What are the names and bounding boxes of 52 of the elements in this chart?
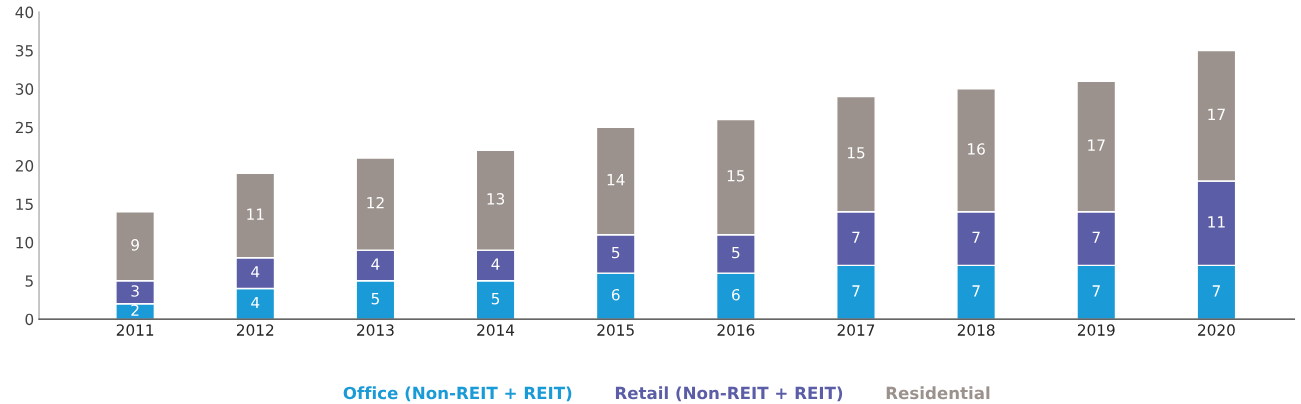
- y-tick-label: 15: [16, 198, 33, 211]
- data-label: 4: [251, 296, 260, 309]
- data-label: 4: [371, 258, 380, 270]
- data-label: 6: [611, 289, 620, 301]
- y-tick-label: 40: [15, 6, 34, 19]
- data-label: 3: [131, 285, 139, 297]
- data-label: 16: [968, 143, 985, 155]
- data-label: 7: [1212, 285, 1220, 297]
- text: Retail (Non-REIT + REIT): [615, 386, 843, 402]
- data-label: 7: [852, 231, 860, 243]
- x-tick-label: 2011: [116, 324, 154, 336]
- text: Office (Non-REIT + REIT): [343, 386, 572, 402]
- x-tick-label: 2016: [717, 324, 755, 336]
- y-tick-label: 25: [15, 121, 33, 134]
- x-tick-label: 2015: [597, 324, 634, 336]
- x-tick-label: 2019: [1077, 324, 1115, 336]
- data-label: 17: [1088, 139, 1105, 151]
- data-label: 11: [247, 208, 264, 220]
- y-tick-label: 10: [16, 236, 34, 249]
- data-label: 14: [607, 174, 625, 186]
- y-tick-label: 20: [15, 160, 34, 172]
- data-label: 12: [367, 196, 384, 209]
- x-tick-label: 2018: [957, 324, 995, 336]
- data-label: 5: [612, 246, 620, 259]
- x-tick-label: 2014: [477, 324, 515, 336]
- data-label: 17: [1208, 108, 1225, 120]
- data-label: 2: [131, 304, 139, 316]
- data-label: 7: [972, 285, 980, 297]
- data-label: 7: [1092, 285, 1100, 297]
- data-label: 5: [371, 293, 379, 305]
- y-tick-label: 0: [25, 313, 34, 326]
- data-label: 7: [1092, 231, 1100, 243]
- text: Residential: [886, 386, 990, 400]
- data-label: 9: [131, 239, 139, 251]
- data-label: 4: [251, 266, 260, 278]
- x-tick-label: 2020: [1198, 324, 1235, 336]
- data-label: 6: [732, 289, 740, 301]
- x-tick-label: 2013: [357, 324, 394, 336]
- data-label: 15: [727, 170, 745, 182]
- y-tick-label: 30: [15, 83, 34, 95]
- data-label: 5: [732, 246, 740, 259]
- data-label: 7: [972, 231, 980, 243]
- y-tick-label: 35: [15, 44, 33, 57]
- y-tick-label: 5: [25, 275, 33, 287]
- data-label: 15: [847, 147, 865, 159]
- data-label: 5: [491, 293, 500, 305]
- data-label: 4: [491, 258, 500, 270]
- x-tick-label: 2012: [236, 324, 274, 336]
- data-label: 11: [1208, 216, 1225, 228]
- data-label: 13: [487, 193, 505, 205]
- data-label: 7: [852, 285, 860, 297]
- x-tick-label: 2017: [837, 324, 875, 336]
